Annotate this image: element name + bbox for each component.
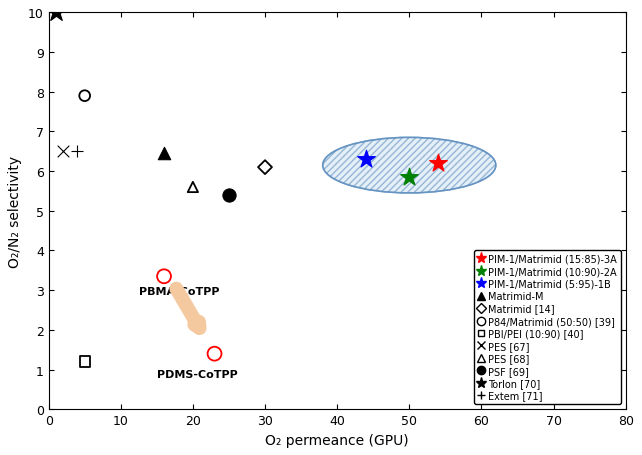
Text: PBMA-CoTPP: PBMA-CoTPP [139, 287, 220, 297]
Point [260, 164, 270, 172]
Point [51, 10, 61, 17]
Point [58, 148, 68, 156]
Point [80, 358, 90, 365]
Y-axis label: O₂/N₂ selectivity: O₂/N₂ selectivity [8, 156, 22, 267]
Point [361, 156, 371, 163]
Point [187, 184, 198, 191]
X-axis label: O₂ permeance (GPU): O₂ permeance (GPU) [265, 433, 409, 447]
Point [433, 160, 443, 167]
Ellipse shape [323, 138, 496, 193]
Point [404, 174, 415, 181]
Legend: PIM-1/Matrimid (15:85)-3A, PIM-1/Matrimid (10:90)-2A, PIM-1/Matrimid (5:95)-1B, : PIM-1/Matrimid (15:85)-3A, PIM-1/Matrimi… [474, 250, 621, 404]
Point [224, 192, 234, 199]
Point [159, 273, 169, 280]
Point [159, 150, 169, 157]
Point [73, 148, 83, 156]
Point [209, 350, 220, 358]
Point [80, 93, 90, 100]
Text: PDMS-CoTPP: PDMS-CoTPP [157, 369, 238, 379]
